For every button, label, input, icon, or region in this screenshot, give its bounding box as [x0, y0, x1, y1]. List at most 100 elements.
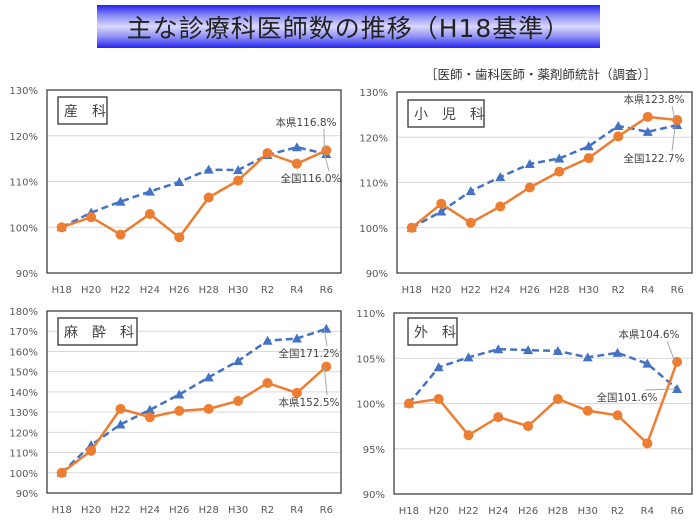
prefecture-point — [291, 387, 302, 398]
national-point — [642, 358, 653, 368]
national-point — [436, 206, 447, 216]
x-tick-label: H26 — [518, 506, 538, 517]
annotation-leader-line — [323, 153, 330, 172]
national-point — [262, 335, 273, 345]
y-tick-label: 110% — [356, 309, 385, 320]
national-point — [552, 346, 563, 356]
x-tick-label: R4 — [290, 505, 303, 516]
national-point — [115, 419, 126, 429]
y-tick-label: 105% — [356, 354, 385, 365]
y-tick-label: 150% — [9, 368, 38, 379]
national-point — [291, 333, 302, 343]
prefecture-point — [613, 131, 624, 142]
national-line — [61, 145, 327, 229]
national-point — [523, 345, 534, 355]
x-tick-label: R4 — [290, 285, 303, 296]
y-tick-label: 100% — [9, 223, 38, 234]
prefecture-point — [463, 430, 474, 441]
prefecture-point — [56, 222, 67, 233]
chart-4: 90% 95% 100% 105% 110% H18 H20 H22 H24 H26 H28 H30 R… — [356, 309, 693, 517]
prefecture-point — [672, 115, 683, 126]
x-tick-label: R2 — [261, 285, 274, 296]
x-tick-label: H28 — [199, 285, 219, 296]
x-tick-label: R4 — [641, 285, 654, 296]
x-tick-label: H18 — [399, 506, 419, 517]
x-tick-label: H22 — [458, 506, 478, 517]
prefecture-point — [582, 405, 593, 416]
y-tick-label: 90% — [16, 489, 38, 500]
value-annotation: 本県123.8% — [623, 93, 684, 106]
prefecture-point — [493, 412, 504, 423]
y-tick-label: 120% — [359, 133, 388, 144]
national-point — [433, 362, 444, 372]
prefecture-point — [86, 445, 97, 456]
chart-1: 90% 100% 110% 120% 130% H18 H20 H22 H24 H26 H28 H30… — [9, 86, 342, 296]
prefecture-point — [291, 158, 302, 169]
annotation-leader-line — [644, 388, 676, 391]
chart-title: 小 児 科 — [414, 107, 484, 123]
prefecture-point — [144, 208, 155, 219]
value-annotation: 全国116.0% — [280, 172, 341, 185]
x-tick-label: R6 — [670, 506, 683, 517]
chart-3: 90% 100% 110% 120% 130% 140% 150% 160% 170% 180% H… — [9, 307, 342, 516]
x-tick-label: H18 — [52, 505, 72, 516]
prefecture-point — [56, 467, 67, 478]
prefecture-point — [403, 398, 414, 409]
source-note: ［医師・歯科医師・薬剤師統計（調査）］ — [425, 67, 657, 82]
x-tick-label: R2 — [611, 506, 624, 517]
national-point — [291, 142, 302, 152]
plot-area-border — [46, 89, 342, 274]
national-line — [411, 123, 678, 229]
prefecture-point — [523, 421, 534, 432]
prefecture-point — [612, 410, 623, 421]
x-tick-label: H20 — [81, 505, 101, 516]
chart-title-box — [57, 96, 108, 125]
prefecture-point — [203, 192, 214, 203]
value-annotation: 本県116.8% — [275, 116, 336, 129]
prefecture-point — [465, 217, 476, 228]
annotation-leader-line — [323, 366, 328, 396]
plot-area-border — [46, 310, 342, 494]
annotation-leader-line — [666, 340, 676, 363]
y-tick-label: 170% — [9, 327, 38, 338]
y-tick-label: 180% — [9, 307, 38, 318]
x-tick-label: R4 — [641, 506, 654, 517]
national-point — [642, 126, 653, 136]
prefecture-point — [495, 201, 506, 212]
plot-area-border — [396, 91, 693, 274]
national-point — [463, 352, 474, 362]
y-tick-label: 130% — [359, 88, 388, 99]
chart-2: 90% 100% 110% 120% 130% H18 H20 H22 H24 H26 H28 H30… — [359, 88, 693, 296]
prefecture-point — [174, 232, 185, 243]
prefecture-point — [262, 148, 273, 159]
x-tick-label: H28 — [549, 285, 569, 296]
prefecture-point — [262, 377, 273, 388]
x-tick-label: H22 — [461, 285, 481, 296]
annotation-leader-line — [323, 328, 328, 347]
annotation-leader-line — [671, 105, 676, 121]
national-point — [672, 384, 683, 394]
national-line — [407, 347, 678, 405]
national-point — [495, 172, 506, 182]
y-tick-label: 110% — [9, 178, 38, 189]
plot-area-border — [393, 312, 693, 495]
national-point — [144, 404, 155, 414]
x-tick-label: H24 — [488, 506, 508, 517]
prefecture-point — [436, 198, 447, 209]
x-tick-label: H20 — [81, 285, 101, 296]
x-tick-label: H26 — [169, 285, 189, 296]
x-tick-label: H18 — [52, 285, 72, 296]
prefecture-point — [233, 175, 244, 186]
prefecture-point — [115, 229, 126, 240]
national-point — [465, 186, 476, 196]
y-tick-label: 90% — [366, 269, 388, 280]
prefecture-point — [642, 438, 653, 449]
chart-title-box — [57, 317, 138, 346]
y-tick-label: 100% — [356, 400, 385, 411]
prefecture-line — [61, 149, 327, 240]
national-point — [583, 141, 594, 151]
national-point — [233, 165, 244, 175]
y-tick-label: 110% — [359, 179, 388, 190]
chart-title-box — [407, 99, 485, 128]
